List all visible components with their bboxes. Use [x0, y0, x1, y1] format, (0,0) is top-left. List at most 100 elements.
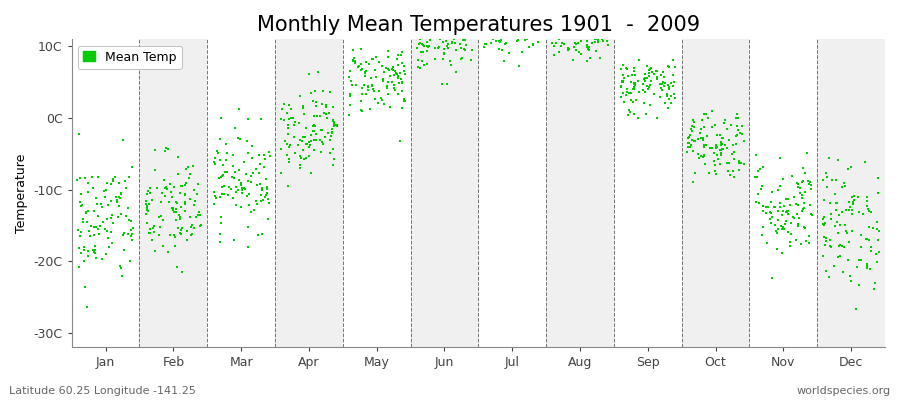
Point	[80, 208, 94, 214]
Point	[852, 282, 867, 289]
Point	[209, 195, 223, 202]
Point	[789, 211, 804, 218]
Point	[309, 99, 323, 105]
Point	[502, 28, 517, 34]
Point	[586, 20, 600, 27]
Point	[546, 17, 561, 23]
Point	[846, 201, 860, 207]
Point	[173, 230, 187, 236]
Point	[280, 110, 294, 116]
Point	[763, 209, 778, 215]
Point	[661, 104, 675, 111]
Point	[732, 158, 746, 165]
Point	[581, 46, 596, 52]
Point	[284, 142, 298, 148]
Point	[284, 115, 298, 121]
Point	[553, 30, 567, 36]
Point	[392, 80, 406, 86]
Point	[330, 123, 345, 129]
Point	[395, 79, 410, 85]
Point	[412, 40, 427, 47]
Point	[599, 28, 614, 35]
Bar	[750, 39, 817, 347]
Point	[845, 211, 859, 217]
Point	[255, 187, 269, 194]
Point	[358, 69, 373, 76]
Point	[587, 13, 601, 19]
Point	[694, 135, 708, 141]
Point	[522, 34, 536, 41]
Point	[393, 138, 408, 144]
Point	[126, 225, 140, 232]
Point	[89, 195, 104, 201]
Point	[140, 188, 155, 194]
Point	[177, 201, 192, 208]
Point	[111, 214, 125, 220]
Point	[638, 88, 652, 95]
Point	[492, 38, 507, 44]
Point	[237, 159, 251, 166]
Point	[324, 133, 338, 139]
Point	[626, 80, 641, 86]
Point	[709, 152, 724, 158]
Point	[314, 149, 328, 155]
Point	[249, 182, 264, 188]
Point	[586, 7, 600, 13]
Point	[212, 136, 227, 142]
Point	[455, 36, 470, 43]
Point	[686, 116, 700, 123]
Point	[488, 32, 502, 39]
Point	[457, 46, 472, 53]
Point	[768, 204, 782, 210]
Point	[660, 91, 674, 97]
Point	[869, 251, 884, 258]
Point	[256, 196, 270, 203]
Point	[207, 158, 221, 165]
Point	[356, 82, 371, 88]
Point	[417, 62, 431, 68]
Point	[696, 137, 710, 144]
Point	[76, 258, 91, 264]
Point	[104, 181, 119, 188]
Point	[684, 123, 698, 129]
Point	[626, 80, 641, 87]
Point	[506, 16, 520, 23]
Point	[688, 170, 702, 176]
Point	[232, 177, 247, 183]
Point	[636, 87, 651, 93]
Point	[232, 136, 247, 142]
Point	[487, 15, 501, 21]
Point	[374, 94, 388, 101]
Point	[548, 40, 562, 46]
Point	[559, 18, 573, 24]
Point	[276, 117, 291, 123]
Point	[523, 5, 537, 12]
Point	[446, 33, 460, 39]
Point	[562, 47, 576, 54]
Point	[212, 194, 227, 200]
Point	[143, 226, 157, 232]
Point	[212, 156, 227, 163]
Point	[663, 80, 678, 86]
Point	[572, 11, 587, 17]
Point	[507, 17, 521, 24]
Point	[123, 218, 138, 225]
Point	[830, 200, 844, 207]
Point	[159, 186, 174, 192]
Point	[169, 264, 184, 270]
Point	[140, 208, 155, 214]
Point	[685, 137, 699, 144]
Point	[548, 0, 562, 6]
Point	[715, 135, 729, 141]
Point	[104, 215, 118, 222]
Point	[436, 39, 451, 45]
Point	[446, 34, 460, 40]
Point	[580, 27, 595, 34]
Point	[438, 10, 453, 16]
Point	[616, 99, 631, 105]
Point	[525, 34, 539, 40]
Point	[570, 28, 584, 35]
Point	[390, 71, 404, 78]
Point	[433, 36, 447, 42]
Point	[723, 172, 737, 178]
